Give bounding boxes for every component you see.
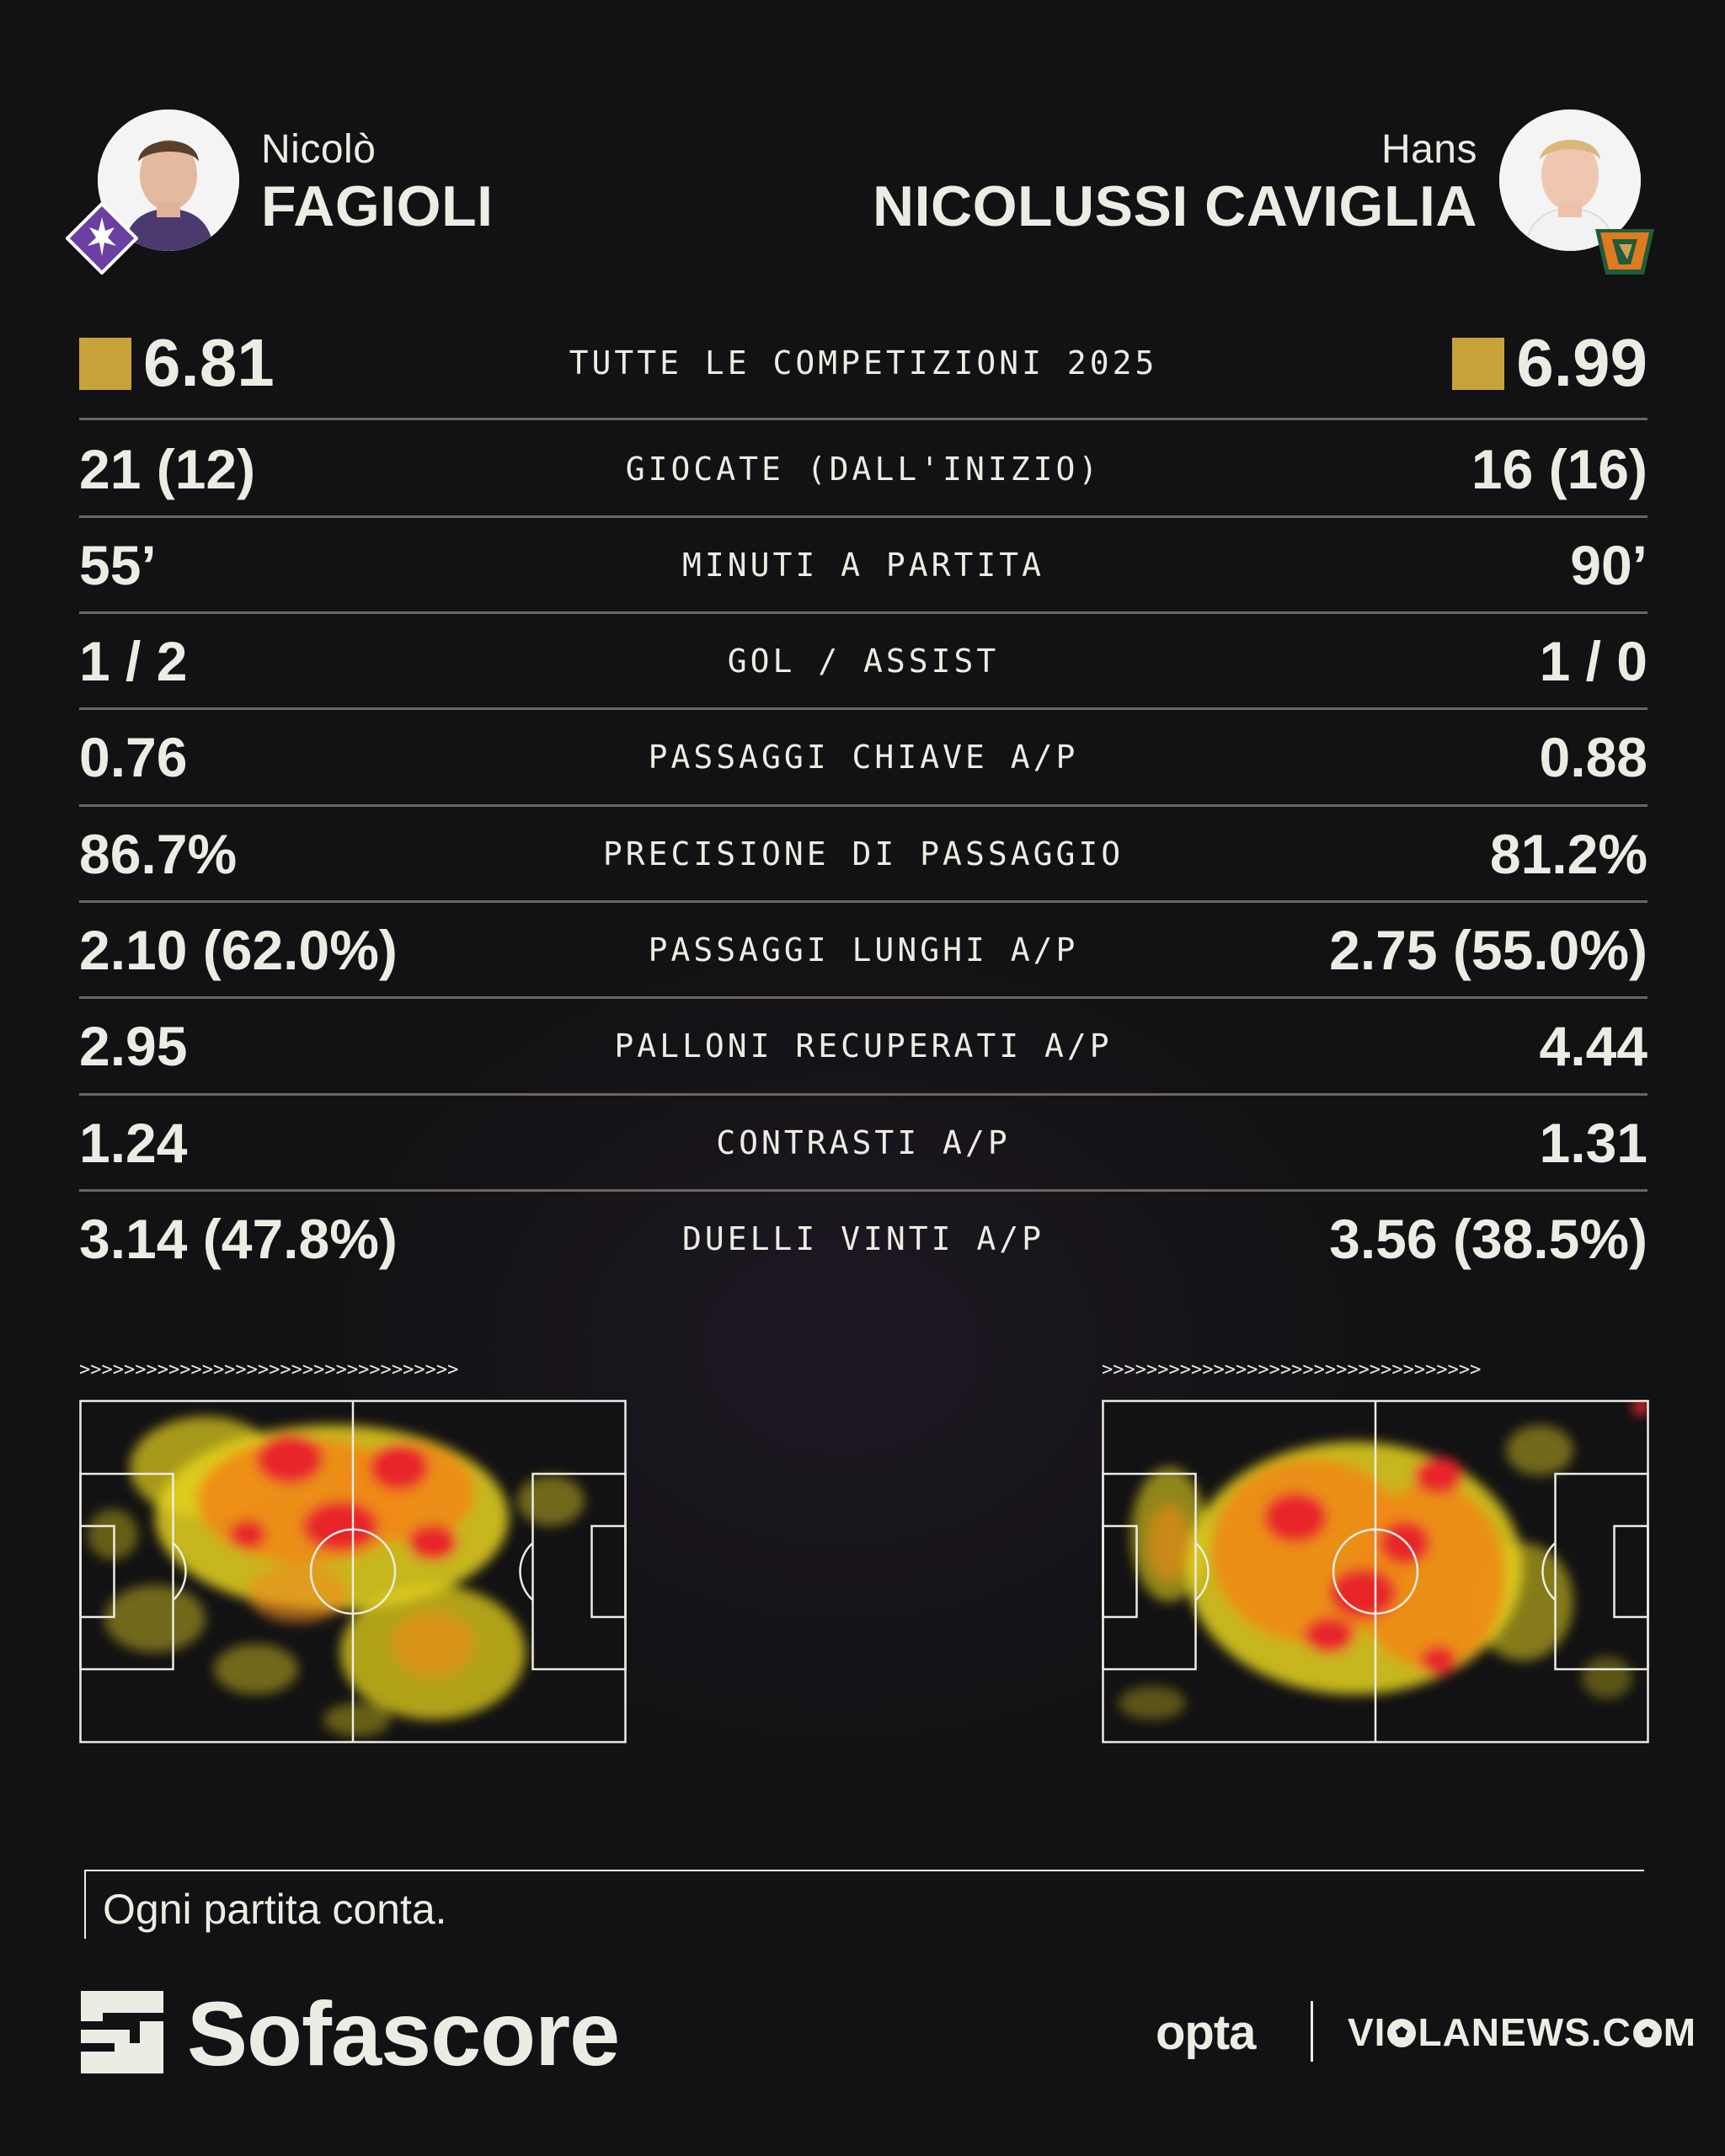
pitch-lines-left xyxy=(79,1400,627,1743)
stat-left-value: 86.7% xyxy=(79,823,238,885)
stat-label: GOL / ASSIST xyxy=(727,643,1000,680)
stat-label: TUTTE LE COMPETIZIONI 2025 xyxy=(569,344,1158,382)
sofascore-wordmark: Sofascore xyxy=(187,1983,620,2084)
row-divider xyxy=(79,900,1648,903)
stat-right-value: 4.44 xyxy=(1539,1015,1648,1077)
stat-left-value: 1.24 xyxy=(79,1112,188,1174)
stat-left-value: 3.14 (47.8%) xyxy=(79,1208,398,1270)
row-divider xyxy=(79,515,1648,518)
row-divider xyxy=(79,1189,1648,1192)
stat-row-tackles: 1.24 CONTRASTI A/P 1.31 xyxy=(79,1095,1648,1191)
football-icon xyxy=(1387,2019,1417,2047)
stat-row-pass-accuracy: 86.7% PRECISIONE DI PASSAGGIO 81.2% xyxy=(79,806,1648,902)
rating-right-value: 6.99 xyxy=(1516,325,1648,400)
stat-label: PALLONI RECUPERATI A/P xyxy=(614,1027,1113,1065)
stat-left-value: 1 / 2 xyxy=(79,630,188,692)
violanews-end: M xyxy=(1663,2010,1697,2054)
stat-row-key-passes: 0.76 PASSAGGI CHIAVE A/P 0.88 xyxy=(79,709,1648,805)
rating-badge-right xyxy=(1452,337,1505,390)
stat-left-value: 21 (12) xyxy=(79,438,256,500)
row-divider xyxy=(79,707,1648,710)
violanews-logo: VI LANEWS.C M xyxy=(1348,2009,1696,2055)
stat-right-value: 6.99 xyxy=(1452,315,1648,411)
rating-badge-left xyxy=(79,337,131,390)
row-divider xyxy=(79,996,1648,999)
player-left-first-name: Nicolò xyxy=(261,127,377,172)
stat-right-value: 16 (16) xyxy=(1471,438,1648,500)
stat-left-value: 0.76 xyxy=(79,726,188,788)
pitch-lines-right xyxy=(1102,1400,1649,1743)
stat-label: PASSAGGI CHIAVE A/P xyxy=(648,739,1079,776)
row-divider xyxy=(79,418,1648,420)
stat-row-goals-assists: 1 / 2 GOL / ASSIST 1 / 0 xyxy=(79,613,1648,709)
stat-label: PASSAGGI LUNGHI A/P xyxy=(648,931,1079,969)
stat-right-value: 81.2% xyxy=(1489,823,1648,885)
stat-left-value: 2.95 xyxy=(79,1015,188,1077)
sofascore-logo-icon xyxy=(81,1991,163,2073)
stat-left-value: 55’ xyxy=(79,534,157,596)
stat-right-value: 1 / 0 xyxy=(1539,630,1648,692)
stat-row-duels: 3.14 (47.8%) DUELLI VINTI A/P 3.56 (38.5… xyxy=(79,1191,1648,1287)
heatmap-right-direction-arrows: >>>>>>>>>>>>>>>>>>>>>>>>>>>>>>>>>> xyxy=(1102,1359,1482,1380)
football-icon xyxy=(1632,2019,1662,2047)
stat-label: PRECISIONE DI PASSAGGIO xyxy=(602,835,1124,873)
footer-separator xyxy=(1311,2001,1313,2062)
stat-row-appearances: 21 (12) GIOCATE (DALL'INIZIO) 16 (16) xyxy=(79,421,1648,517)
heatmap-right xyxy=(1102,1400,1649,1743)
player-right-photo xyxy=(1499,109,1641,251)
stat-right-value: 2.75 (55.0%) xyxy=(1329,919,1648,981)
row-divider xyxy=(79,611,1648,614)
fiorentina-crest-icon xyxy=(66,202,138,275)
heatmap-left-direction-arrows: >>>>>>>>>>>>>>>>>>>>>>>>>>>>>>>>>> xyxy=(79,1359,459,1380)
stat-left-value: 6.81 xyxy=(79,315,275,411)
venezia-crest-icon xyxy=(1595,229,1654,275)
stat-row-rating: 6.81 TUTTE LE COMPETIZIONI 2025 6.99 xyxy=(79,315,1648,411)
row-divider xyxy=(79,804,1648,807)
stat-right-value: 0.88 xyxy=(1539,726,1648,788)
violanews-prefix: VI xyxy=(1348,2010,1386,2054)
stat-label: CONTRASTI A/P xyxy=(716,1124,1011,1161)
opta-logo: opta xyxy=(1156,2005,1256,2060)
stat-right-value: 1.31 xyxy=(1539,1112,1648,1174)
stat-row-recoveries: 2.95 PALLONI RECUPERATI A/P 4.44 xyxy=(79,998,1648,1094)
tagline: Ogni partita conta. xyxy=(103,1886,447,1933)
tagline-frame xyxy=(84,1870,1644,1939)
row-divider xyxy=(79,1093,1648,1096)
stat-right-value: 90’ xyxy=(1570,534,1648,596)
heatmap-left-heat xyxy=(88,1417,585,1737)
stat-label: MINUTI A PARTITA xyxy=(681,547,1045,584)
stat-right-value: 3.56 (38.5%) xyxy=(1329,1208,1648,1270)
stat-label: DUELLI VINTI A/P xyxy=(681,1220,1045,1257)
rating-left-value: 6.81 xyxy=(143,325,275,400)
heatmap-right-heat xyxy=(1119,1400,1649,1720)
stat-label: GIOCATE (DALL'INIZIO) xyxy=(625,451,1102,488)
stat-row-long-passes: 2.10 (62.0%) PASSAGGI LUNGHI A/P 2.75 (5… xyxy=(79,902,1648,998)
player-left-last-name: FAGIOLI xyxy=(261,174,494,238)
player-left-photo xyxy=(98,109,239,251)
player-right-first-name: Hans xyxy=(1381,127,1477,172)
violanews-middle: LANEWS.C xyxy=(1418,2010,1632,2054)
stat-left-value: 2.10 (62.0%) xyxy=(79,919,398,981)
heatmap-left xyxy=(79,1400,627,1743)
player-right-last-name: NICOLUSSI CAVIGLIA xyxy=(873,174,1477,238)
stat-row-minutes: 55’ MINUTI A PARTITA 90’ xyxy=(79,517,1648,613)
